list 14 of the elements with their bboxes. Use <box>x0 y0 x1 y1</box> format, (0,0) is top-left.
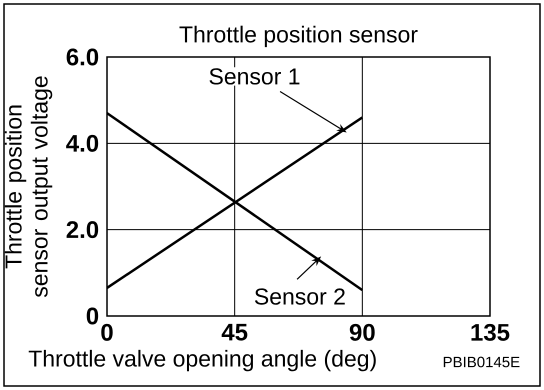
x-axis-title: Throttle valve opening angle (deg) <box>28 350 376 372</box>
x-tick-label: 90 <box>350 324 375 341</box>
legend-label: Sensor 2 <box>254 288 345 305</box>
y-tick-label: 6.0 <box>66 48 98 66</box>
x-tick-label: 0 <box>101 324 113 341</box>
y-tick-label: 4.0 <box>66 134 98 152</box>
text: Sensor 1 <box>210 68 300 85</box>
y-tick-label: 2.0 <box>66 221 98 238</box>
chart-title: Throttle position sensor <box>179 26 418 48</box>
x-tick-label: 45 <box>222 324 248 341</box>
y-tick-label: 0 <box>86 308 98 324</box>
text: PBIB0145E <box>444 356 520 368</box>
y-axis-title: Throttle position sensor output voltage <box>4 76 52 298</box>
x-tick-label: 135 <box>471 324 510 341</box>
